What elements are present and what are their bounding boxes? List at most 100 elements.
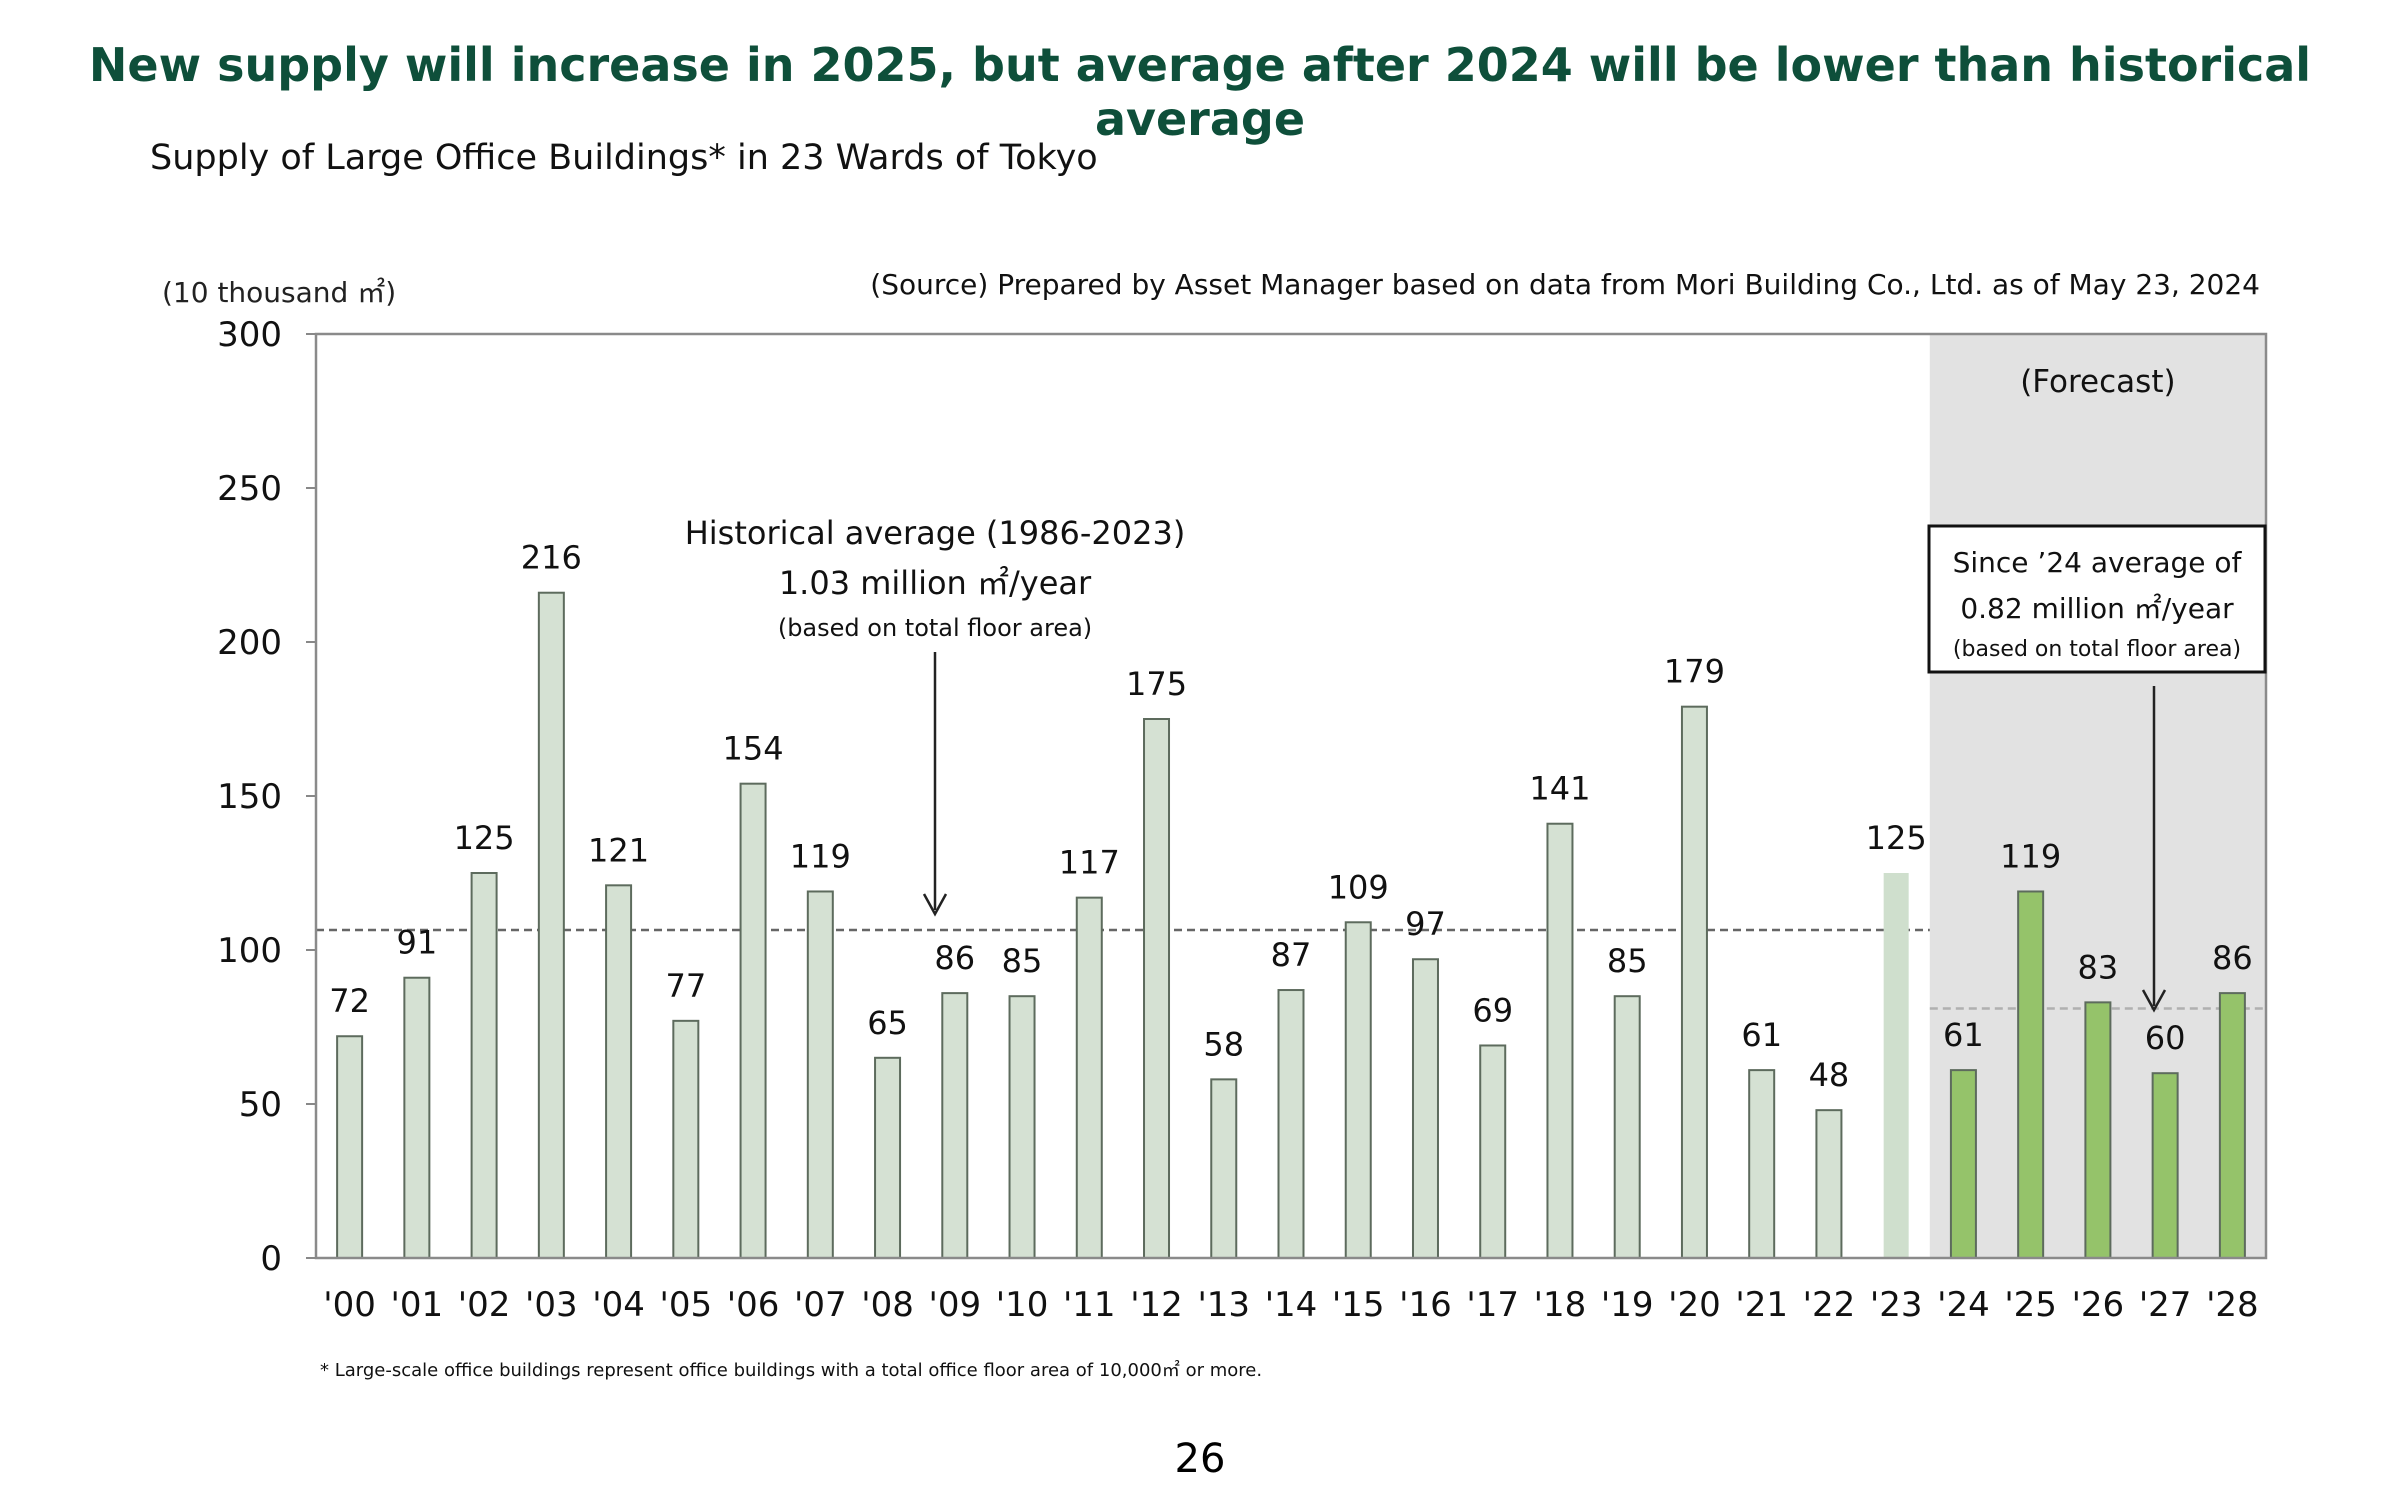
bar-12	[1143, 718, 1171, 1259]
x-tick-14: '14	[1265, 1285, 1318, 1325]
plot-frame	[314, 332, 2268, 1260]
x-tick-20: '20	[1668, 1285, 1721, 1325]
bar-value-label-4: 121	[588, 831, 649, 869]
bar-value-label-0: 72	[329, 982, 370, 1020]
forecast-label: (Forecast)	[2020, 364, 2175, 400]
since-24-average-basis: (based on total floor area)	[1953, 637, 2241, 662]
x-tick-9: '09	[928, 1285, 981, 1325]
x-tick-21: '21	[1735, 1285, 1788, 1325]
y-tick-4: 200	[217, 623, 282, 663]
x-tick-6: '06	[727, 1285, 780, 1325]
x-tick-23: '23	[1870, 1285, 1923, 1325]
bar-0	[336, 1035, 364, 1259]
footnote: * Large-scale office buildings represent…	[320, 1359, 1262, 1381]
bar-value-labels: 72 91 125 216 121 77 154 119 65 86 85 117 175 58 87 109…	[329, 539, 2252, 1094]
bar-19	[1613, 995, 1641, 1259]
bar-value-label-15: 109	[1328, 868, 1389, 906]
x-tick-28: '28	[2206, 1285, 2259, 1325]
bar-value-label-24: 61	[1943, 1016, 1984, 1054]
bar-value-label-20: 179	[1664, 653, 1725, 691]
y-tick-labels: 0 50 100 150 200 250 300	[217, 315, 316, 1279]
bar-27	[2151, 1072, 2179, 1259]
bar-value-label-12: 175	[1126, 665, 1187, 703]
bar-15	[1344, 921, 1372, 1260]
bar-value-label-28: 86	[2212, 939, 2253, 977]
source-note: (Source) Prepared by Asset Manager based…	[870, 268, 2260, 301]
x-tick-15: '15	[1332, 1285, 1385, 1325]
bar-value-label-22: 48	[1809, 1056, 1850, 1094]
bar-value-label-6: 154	[723, 730, 784, 768]
bar-14	[1277, 989, 1305, 1259]
x-tick-17: '17	[1466, 1285, 1519, 1325]
x-tick-19: '19	[1601, 1285, 1654, 1325]
y-tick-6: 300	[217, 315, 282, 355]
since-24-average-heading: Since ’24 average of	[1953, 546, 2243, 579]
x-tick-3: '03	[525, 1285, 578, 1325]
bar-23	[1883, 873, 1909, 1258]
y-tick-1: 50	[239, 1085, 282, 1125]
bar-6	[739, 782, 767, 1259]
bar-1	[403, 976, 431, 1259]
bar-value-label-26: 83	[2078, 948, 2119, 986]
headline: New supply will increase in 2025, but av…	[88, 38, 2312, 146]
bar-5	[672, 1019, 700, 1260]
bar-value-label-5: 77	[665, 967, 706, 1005]
x-tick-7: '07	[794, 1285, 847, 1325]
x-tick-26: '26	[2072, 1285, 2125, 1325]
bar-value-label-11: 117	[1059, 844, 1120, 882]
historical-average-basis: (based on total floor area)	[778, 614, 1092, 642]
chart-title: Supply of Large Office Buildings* in 23 …	[150, 138, 1098, 178]
since-24-average-value: 0.82 million ㎡/year	[1960, 592, 2234, 625]
bar-value-label-19: 85	[1607, 942, 1648, 980]
x-tick-2: '02	[458, 1285, 511, 1325]
x-tick-18: '18	[1534, 1285, 1587, 1325]
bar-value-label-27: 60	[2145, 1019, 2186, 1057]
y-tick-2: 100	[217, 931, 282, 971]
bar-16	[1411, 958, 1439, 1259]
bar-value-label-18: 141	[1529, 770, 1590, 808]
bar-9	[941, 992, 969, 1259]
bar-value-label-17: 69	[1472, 991, 1513, 1029]
bar-2	[470, 872, 498, 1259]
bar-value-label-16: 97	[1405, 905, 1446, 943]
y-tick-3: 150	[217, 777, 282, 817]
x-tick-0: '00	[323, 1285, 376, 1325]
x-tick-27: '27	[2139, 1285, 2192, 1325]
x-tick-8: '08	[861, 1285, 914, 1325]
bar-8	[874, 1056, 902, 1260]
x-tick-labels: '00 '01 '02 '03 '04 '05 '06 '07 '08 '09 '10 '11 '12 '…	[323, 1285, 2258, 1325]
bar-value-label-7: 119	[790, 837, 851, 875]
bar-value-label-25: 119	[2000, 837, 2061, 875]
bar-value-label-2: 125	[454, 819, 515, 857]
historical-average-arrowhead	[922, 893, 948, 917]
bar-value-label-13: 58	[1203, 1025, 1244, 1063]
historical-average-heading: Historical average (1986-2023)	[685, 514, 1186, 552]
bar-21	[1748, 1069, 1776, 1259]
bar-value-label-14: 87	[1271, 936, 1312, 974]
bar-value-label-9: 86	[934, 939, 975, 977]
x-tick-25: '25	[2004, 1285, 2057, 1325]
bar-value-label-23: 125	[1866, 819, 1927, 857]
x-tick-4: '04	[592, 1285, 645, 1325]
x-tick-5: '05	[660, 1285, 713, 1325]
x-tick-24: '24	[1937, 1285, 1990, 1325]
page-number: 26	[1174, 1436, 1226, 1482]
bar-22	[1815, 1109, 1843, 1260]
historical-average-value: 1.03 million ㎡/year	[779, 564, 1092, 602]
x-tick-11: '11	[1063, 1285, 1116, 1325]
bar-value-label-21: 61	[1741, 1016, 1782, 1054]
bar-value-label-8: 65	[867, 1004, 908, 1042]
bar-7	[806, 890, 834, 1259]
bar-17	[1479, 1044, 1507, 1259]
y-tick-5: 250	[217, 469, 282, 509]
since-24-average-box	[1927, 524, 2267, 674]
bar-20	[1680, 705, 1708, 1259]
bar-value-label-1: 91	[397, 924, 438, 962]
since-24-average-arrowhead	[2141, 989, 2167, 1013]
bar-11	[1075, 896, 1103, 1259]
x-tick-13: '13	[1197, 1285, 1250, 1325]
bar-18	[1546, 822, 1574, 1259]
x-tick-1: '01	[391, 1285, 444, 1325]
bar-26	[2084, 1001, 2112, 1259]
bar-3	[537, 591, 565, 1259]
